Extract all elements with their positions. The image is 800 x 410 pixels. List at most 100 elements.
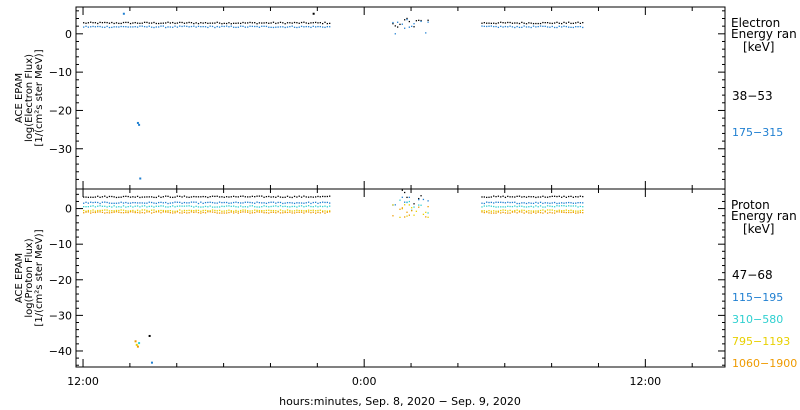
data-point (240, 25, 242, 27)
data-point (195, 26, 197, 28)
data-point (291, 210, 293, 212)
data-point (228, 26, 230, 28)
data-point (511, 22, 514, 24)
data-point (511, 196, 514, 198)
data-point (181, 25, 183, 28)
data-point (570, 195, 572, 198)
data-point (216, 21, 218, 23)
data-point (310, 205, 312, 208)
data-point (113, 210, 115, 212)
data-point (483, 205, 485, 207)
data-point (317, 209, 319, 212)
data-point (134, 211, 136, 214)
data-point (202, 25, 204, 28)
data-point (303, 206, 305, 208)
data-point (106, 196, 108, 199)
data-point (242, 211, 244, 213)
data-point (399, 216, 401, 219)
data-point (546, 205, 549, 207)
data-point (399, 23, 401, 26)
data-point (106, 201, 108, 204)
data-point (104, 205, 106, 207)
data-point (111, 21, 113, 24)
data-point (422, 198, 425, 201)
data-point (305, 25, 307, 28)
data-point (190, 205, 193, 208)
data-point (413, 203, 415, 205)
data-point (300, 21, 303, 24)
y-axis-label: ACE EPAMlog(Proton Flux)[1/(cm²s ster Me… (14, 229, 45, 326)
data-point (94, 26, 97, 28)
data-point (500, 21, 502, 23)
data-point (181, 210, 183, 212)
data-point (188, 209, 190, 212)
data-point (394, 204, 396, 206)
data-point (186, 22, 188, 24)
data-series (83, 205, 584, 218)
data-point (270, 196, 272, 198)
data-point (500, 206, 502, 208)
data-point (270, 211, 272, 214)
data-point (404, 27, 406, 29)
data-point (202, 211, 204, 214)
data-point (263, 22, 265, 24)
data-point (214, 26, 216, 29)
data-point (268, 209, 270, 211)
data-point (577, 26, 579, 28)
data-point (115, 206, 118, 208)
data-point (521, 202, 523, 204)
data-point (514, 26, 516, 29)
data-point (518, 26, 521, 29)
data-point (310, 212, 312, 214)
data-point (565, 205, 567, 207)
data-point (197, 25, 200, 28)
data-point (97, 211, 99, 213)
data-point (216, 212, 218, 214)
data-point (197, 196, 200, 198)
data-point (92, 22, 94, 24)
data-point (141, 202, 143, 204)
data-point (221, 196, 223, 198)
data-point (324, 212, 326, 214)
data-point (165, 211, 167, 213)
data-point (237, 201, 239, 204)
data-point (553, 210, 556, 212)
data-point (165, 206, 167, 208)
data-point (535, 201, 537, 204)
data-point (528, 26, 530, 28)
data-point (195, 22, 197, 24)
data-point (427, 212, 429, 214)
data-point (563, 205, 565, 207)
data-point (293, 21, 296, 24)
data-point (230, 196, 232, 198)
data-point (572, 196, 575, 198)
data-point (404, 216, 406, 218)
data-point (153, 209, 155, 211)
data-point (575, 210, 577, 212)
data-point (560, 22, 563, 25)
data-point (108, 26, 111, 29)
data-point (254, 22, 256, 24)
data-point (83, 205, 85, 208)
data-point (207, 206, 209, 208)
data-point (396, 26, 399, 28)
data-point (174, 25, 176, 27)
data-point (230, 205, 232, 208)
data-point (83, 202, 85, 204)
data-point (560, 211, 563, 213)
legend-entry: 115−195 (732, 291, 783, 304)
data-point (572, 202, 575, 204)
data-point (211, 206, 214, 208)
data-point (528, 206, 530, 208)
data-point (504, 196, 507, 199)
data-point (195, 201, 197, 203)
data-point (132, 22, 134, 24)
data-point (509, 209, 511, 212)
data-point (158, 209, 160, 212)
data-point (504, 202, 507, 204)
data-point (418, 19, 420, 21)
data-point (514, 205, 516, 207)
data-point (507, 210, 509, 212)
data-point (579, 211, 582, 214)
data-point (162, 202, 164, 204)
